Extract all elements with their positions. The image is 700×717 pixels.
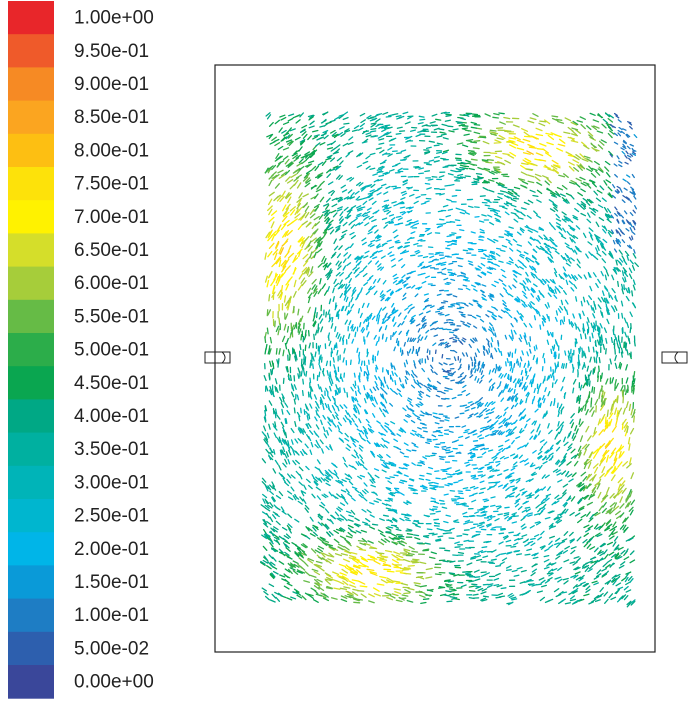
colorbar-swatch <box>8 233 54 268</box>
colorbar-swatch <box>8 100 54 135</box>
colorbar-swatch <box>8 499 54 533</box>
colorbar-label: 4.00e-01 <box>74 406 149 427</box>
colorbar-swatch <box>8 366 54 400</box>
domain-boundary <box>214 64 656 653</box>
colorbar-label: 4.50e-01 <box>74 373 149 394</box>
colorbar-label: 0.00e+00 <box>74 672 154 693</box>
colorbar-label: 9.50e-01 <box>74 41 149 62</box>
outlet-right <box>661 351 688 364</box>
colorbar-label: 2.50e-01 <box>74 506 149 527</box>
colorbar-label: 6.00e-01 <box>74 273 149 294</box>
colorbar-swatch <box>8 432 54 467</box>
colorbar-label: 1.00e-01 <box>74 605 149 626</box>
colorbar-label: 1.00e+00 <box>74 8 154 29</box>
colorbar-label: 9.00e-01 <box>74 74 149 95</box>
vector-group <box>281 131 624 558</box>
colorbar-swatch <box>8 532 54 566</box>
colorbar-label: 5.00e-01 <box>74 340 149 361</box>
vector-group <box>314 182 582 533</box>
colorbar-swatch <box>8 598 54 633</box>
colorbar-label: 6.50e-01 <box>74 240 149 261</box>
colorbar-label: 8.50e-01 <box>74 107 149 128</box>
vector-group <box>261 111 636 606</box>
colorbar-label: 7.50e-01 <box>74 174 149 195</box>
colorbar-swatch <box>8 266 54 301</box>
colorbar-swatch <box>8 665 54 699</box>
colorbar-swatch <box>8 565 54 600</box>
colorbar-label: 5.50e-01 <box>74 306 149 327</box>
colorbar: 1.00e+00 9.50e-01 9.00e-01 8.50e-01 8.00e-01… <box>8 1 154 699</box>
colorbar-swatch <box>8 399 54 434</box>
vector-group <box>268 116 635 601</box>
vector-group <box>364 134 638 465</box>
colorbar-swatch <box>8 167 54 201</box>
colorbar-label: 3.00e-01 <box>74 472 149 493</box>
vector-group <box>268 135 622 585</box>
vector-group <box>343 206 562 504</box>
vector-group <box>264 112 636 603</box>
vector-group <box>260 111 639 608</box>
velocity-vectors <box>260 111 639 608</box>
colorbar-swatch <box>8 299 54 334</box>
colorbar-label: 7.00e-01 <box>74 207 149 228</box>
colorbar-label: 8.00e-01 <box>74 140 149 161</box>
colorbar-swatch <box>8 333 54 367</box>
colorbar-label: 3.50e-01 <box>74 439 149 460</box>
vector-group <box>401 119 638 422</box>
vector-group <box>264 113 636 604</box>
colorbar-swatch <box>8 67 54 102</box>
colorbar-swatch <box>8 1 54 35</box>
colorbar-label: 2.00e-01 <box>74 539 149 560</box>
colorbar-swatch <box>8 631 54 666</box>
vector-group <box>426 112 637 374</box>
inlet-left <box>204 351 231 364</box>
colorbar-swatch <box>8 465 54 500</box>
colorbar-swatch <box>8 133 54 168</box>
colorbar-swatch <box>8 34 54 68</box>
colorbar-label: 5.00e-02 <box>74 638 149 659</box>
colorbar-swatch <box>8 200 54 234</box>
colorbar-label: 1.50e-01 <box>74 572 149 593</box>
